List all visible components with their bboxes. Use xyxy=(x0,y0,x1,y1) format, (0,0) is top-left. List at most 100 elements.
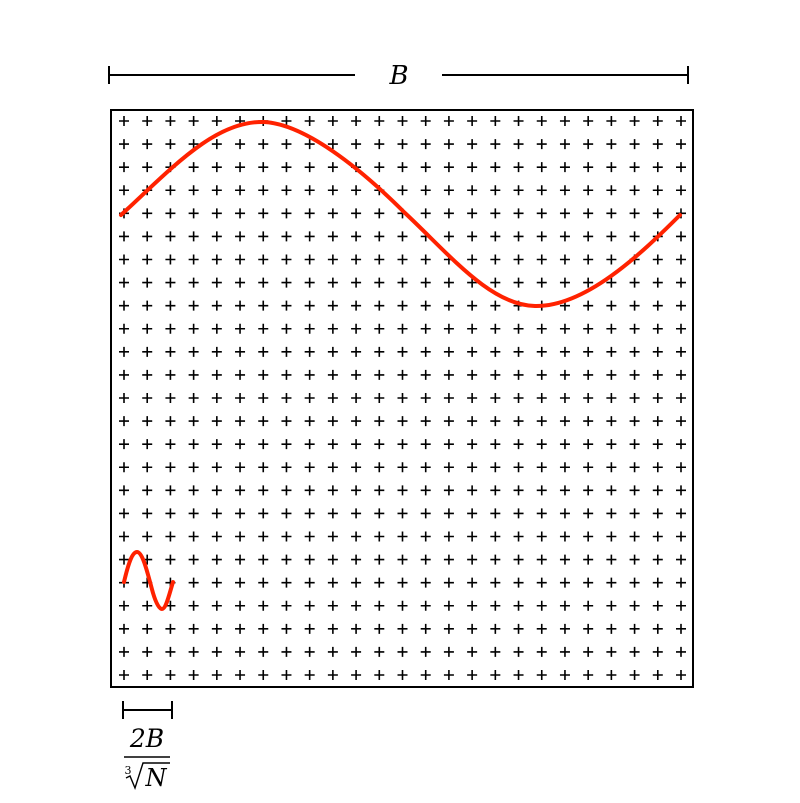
lattice-marker xyxy=(467,439,478,450)
lattice-marker xyxy=(165,554,176,565)
lattice-marker xyxy=(351,208,362,219)
lattice-marker xyxy=(119,323,129,334)
lattice-marker xyxy=(629,369,640,380)
lattice-marker xyxy=(142,277,153,288)
lattice-marker xyxy=(327,208,338,219)
lattice-marker xyxy=(559,369,570,380)
lattice-marker xyxy=(304,416,315,427)
lattice-marker xyxy=(142,485,153,496)
lattice-marker xyxy=(235,323,246,334)
lattice-marker xyxy=(559,346,570,357)
lattice-marker xyxy=(211,116,222,126)
lattice-marker xyxy=(374,369,385,380)
lattice-marker xyxy=(142,116,153,126)
lattice-marker xyxy=(327,485,338,496)
lattice-marker xyxy=(165,116,176,126)
lattice-marker xyxy=(327,323,338,334)
lattice-marker xyxy=(211,231,222,242)
lattice-marker xyxy=(652,393,663,403)
lattice-marker xyxy=(606,646,617,657)
lattice-marker xyxy=(536,162,547,173)
lattice-marker xyxy=(327,139,338,150)
lattice-marker xyxy=(165,485,176,496)
lattice-marker xyxy=(281,531,292,542)
lattice-marker xyxy=(467,116,478,126)
lattice-marker xyxy=(536,416,547,427)
lattice-marker xyxy=(258,554,269,565)
lattice-marker xyxy=(652,485,663,496)
lattice-marker xyxy=(397,277,408,288)
lattice-marker xyxy=(420,254,431,265)
lattice-marker xyxy=(374,231,385,242)
lattice-marker xyxy=(606,323,617,334)
lattice-marker xyxy=(235,139,246,150)
lattice-marker xyxy=(583,508,594,519)
lattice-marker xyxy=(629,300,640,311)
lattice-marker xyxy=(536,393,547,403)
lattice-marker xyxy=(374,623,385,634)
lattice-marker xyxy=(606,577,617,588)
lattice-marker xyxy=(235,670,246,680)
lattice-marker xyxy=(536,531,547,542)
lattice-marker xyxy=(258,162,269,173)
lattice-marker xyxy=(165,277,176,288)
lattice-marker xyxy=(583,300,594,311)
lattice-marker xyxy=(420,670,431,680)
lattice-marker xyxy=(536,139,547,150)
lattice-marker xyxy=(536,208,547,219)
lattice-marker xyxy=(351,508,362,519)
lattice-marker xyxy=(258,139,269,150)
lattice-marker xyxy=(443,600,454,611)
lattice-marker xyxy=(374,254,385,265)
lattice-marker xyxy=(211,277,222,288)
lattice-marker xyxy=(513,531,524,542)
lattice-marker xyxy=(676,139,686,150)
lattice-marker xyxy=(513,185,524,196)
lattice-marker xyxy=(351,439,362,450)
lattice-marker xyxy=(629,139,640,150)
lattice-marker xyxy=(374,462,385,473)
lattice-marker xyxy=(467,416,478,427)
lattice-marker xyxy=(559,254,570,265)
lattice-marker xyxy=(583,254,594,265)
lattice-marker xyxy=(676,554,686,565)
lattice-marker xyxy=(142,231,153,242)
lattice-marker xyxy=(443,485,454,496)
lattice-marker xyxy=(583,277,594,288)
lattice-marker xyxy=(629,162,640,173)
lattice-marker xyxy=(629,554,640,565)
lattice-marker xyxy=(304,162,315,173)
lattice-marker xyxy=(165,346,176,357)
lattice-marker xyxy=(652,670,663,680)
lattice-marker xyxy=(142,508,153,519)
lattice-marker xyxy=(676,416,686,427)
lattice-marker xyxy=(211,646,222,657)
lattice-marker xyxy=(513,208,524,219)
lattice-marker xyxy=(513,439,524,450)
lattice-marker xyxy=(559,323,570,334)
lattice-marker xyxy=(420,531,431,542)
lattice-marker xyxy=(443,139,454,150)
lattice-marker xyxy=(211,300,222,311)
lattice-marker xyxy=(490,439,501,450)
lattice-marker xyxy=(559,208,570,219)
lattice-marker xyxy=(165,508,176,519)
lattice-marker xyxy=(235,531,246,542)
lattice-marker xyxy=(676,393,686,403)
lattice-marker xyxy=(351,670,362,680)
lattice-marker xyxy=(188,600,199,611)
lattice-marker xyxy=(676,254,686,265)
lattice-marker xyxy=(327,393,338,403)
lattice-marker xyxy=(536,485,547,496)
lattice-marker xyxy=(420,346,431,357)
bottom-dimension xyxy=(122,701,173,719)
lattice-marker xyxy=(606,600,617,611)
lattice-marker xyxy=(211,162,222,173)
lattice-marker xyxy=(559,670,570,680)
lattice-marker xyxy=(351,531,362,542)
lattice-marker xyxy=(304,439,315,450)
lattice-marker xyxy=(165,670,176,680)
lattice-marker xyxy=(397,508,408,519)
lattice-marker xyxy=(211,208,222,219)
lattice-marker xyxy=(397,185,408,196)
